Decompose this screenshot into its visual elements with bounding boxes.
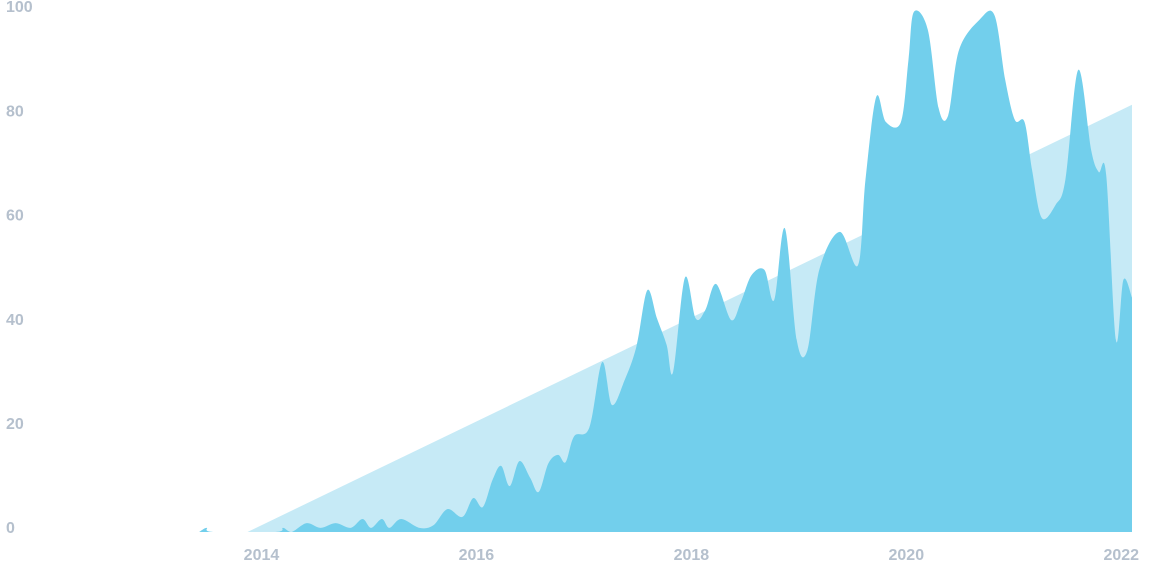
y-tick-label: 80 <box>6 103 24 120</box>
y-tick-label: 100 <box>6 0 33 16</box>
y-tick-label: 0 <box>6 520 15 537</box>
y-tick-label: 60 <box>6 208 24 225</box>
x-tick-label: 2018 <box>674 547 710 564</box>
y-tick-label: 40 <box>6 312 24 329</box>
x-tick-label: 2014 <box>244 547 280 564</box>
y-tick-label: 20 <box>6 416 24 433</box>
x-tick-label: 2020 <box>889 547 925 564</box>
x-tick-label: 2016 <box>459 547 495 564</box>
area <box>199 10 1133 533</box>
x-tick-label: 2022 <box>1103 547 1139 564</box>
